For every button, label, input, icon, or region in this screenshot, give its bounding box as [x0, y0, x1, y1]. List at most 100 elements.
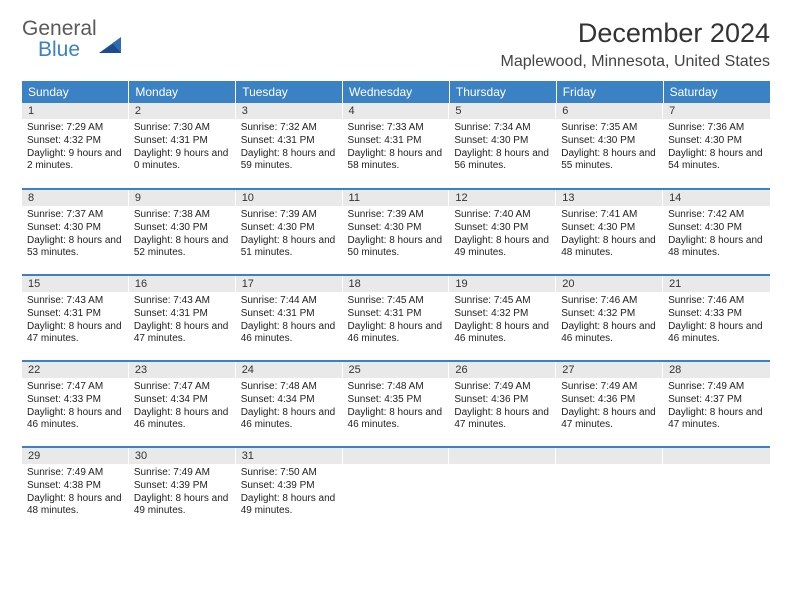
calendar-cell: 30Sunrise: 7:49 AMSunset: 4:39 PMDayligh…	[129, 447, 236, 533]
cell-body: Sunrise: 7:34 AMSunset: 4:30 PMDaylight:…	[449, 119, 556, 177]
sunset-line: Sunset: 4:31 PM	[134, 135, 231, 148]
sunset-line: Sunset: 4:30 PM	[27, 222, 124, 235]
cell-body: Sunrise: 7:45 AMSunset: 4:31 PMDaylight:…	[343, 292, 450, 350]
daylight-line: Daylight: 8 hours and 46 minutes.	[668, 321, 765, 347]
day-number	[449, 448, 556, 464]
sunrise-line: Sunrise: 7:33 AM	[348, 122, 445, 135]
sunrise-line: Sunrise: 7:41 AM	[561, 209, 658, 222]
daylight-line: Daylight: 8 hours and 46 minutes.	[348, 321, 445, 347]
calendar-cell: 5Sunrise: 7:34 AMSunset: 4:30 PMDaylight…	[449, 103, 556, 189]
calendar-cell: 26Sunrise: 7:49 AMSunset: 4:36 PMDayligh…	[449, 361, 556, 447]
sunset-line: Sunset: 4:35 PM	[348, 394, 445, 407]
location-text: Maplewood, Minnesota, United States	[501, 53, 770, 71]
sunrise-line: Sunrise: 7:48 AM	[241, 381, 338, 394]
calendar-cell: 13Sunrise: 7:41 AMSunset: 4:30 PMDayligh…	[556, 189, 663, 275]
cell-body: Sunrise: 7:41 AMSunset: 4:30 PMDaylight:…	[556, 206, 663, 264]
day-number: 11	[343, 190, 450, 206]
sunset-line: Sunset: 4:32 PM	[27, 135, 124, 148]
calendar-week-row: 8Sunrise: 7:37 AMSunset: 4:30 PMDaylight…	[22, 189, 770, 275]
daylight-line: Daylight: 8 hours and 46 minutes.	[134, 407, 231, 433]
day-number: 24	[236, 362, 343, 378]
cell-body: Sunrise: 7:47 AMSunset: 4:33 PMDaylight:…	[22, 378, 129, 436]
calendar-cell: 8Sunrise: 7:37 AMSunset: 4:30 PMDaylight…	[22, 189, 129, 275]
day-number: 23	[129, 362, 236, 378]
daylight-line: Daylight: 8 hours and 51 minutes.	[241, 235, 338, 261]
day-number: 31	[236, 448, 343, 464]
calendar-cell: 4Sunrise: 7:33 AMSunset: 4:31 PMDaylight…	[343, 103, 450, 189]
day-number: 6	[556, 103, 663, 119]
calendar-cell: 10Sunrise: 7:39 AMSunset: 4:30 PMDayligh…	[236, 189, 343, 275]
day-number: 15	[22, 276, 129, 292]
day-number: 22	[22, 362, 129, 378]
sunset-line: Sunset: 4:38 PM	[27, 480, 124, 493]
brand-triangle-icon	[99, 35, 125, 60]
sunrise-line: Sunrise: 7:36 AM	[668, 122, 765, 135]
sunrise-line: Sunrise: 7:38 AM	[134, 209, 231, 222]
daylight-line: Daylight: 8 hours and 48 minutes.	[561, 235, 658, 261]
sunrise-line: Sunrise: 7:44 AM	[241, 295, 338, 308]
cell-body: Sunrise: 7:37 AMSunset: 4:30 PMDaylight:…	[22, 206, 129, 264]
daylight-line: Daylight: 8 hours and 46 minutes.	[241, 407, 338, 433]
sunrise-line: Sunrise: 7:29 AM	[27, 122, 124, 135]
sunset-line: Sunset: 4:31 PM	[241, 135, 338, 148]
calendar-page: General Blue December 2024 Maplewood, Mi…	[0, 0, 792, 612]
sunrise-line: Sunrise: 7:43 AM	[27, 295, 124, 308]
sunrise-line: Sunrise: 7:47 AM	[27, 381, 124, 394]
weekday-header: Saturday	[663, 81, 770, 103]
cell-body: Sunrise: 7:50 AMSunset: 4:39 PMDaylight:…	[236, 464, 343, 522]
cell-body: Sunrise: 7:46 AMSunset: 4:32 PMDaylight:…	[556, 292, 663, 350]
day-number: 7	[663, 103, 770, 119]
cell-body: Sunrise: 7:36 AMSunset: 4:30 PMDaylight:…	[663, 119, 770, 177]
calendar-cell: 14Sunrise: 7:42 AMSunset: 4:30 PMDayligh…	[663, 189, 770, 275]
daylight-line: Daylight: 8 hours and 46 minutes.	[348, 407, 445, 433]
calendar-cell: 21Sunrise: 7:46 AMSunset: 4:33 PMDayligh…	[663, 275, 770, 361]
calendar-cell-empty	[556, 447, 663, 533]
sunset-line: Sunset: 4:30 PM	[561, 135, 658, 148]
day-number: 17	[236, 276, 343, 292]
day-number	[663, 448, 770, 464]
calendar-cell: 9Sunrise: 7:38 AMSunset: 4:30 PMDaylight…	[129, 189, 236, 275]
daylight-line: Daylight: 8 hours and 49 minutes.	[134, 493, 231, 519]
calendar-week-row: 29Sunrise: 7:49 AMSunset: 4:38 PMDayligh…	[22, 447, 770, 533]
daylight-line: Daylight: 8 hours and 59 minutes.	[241, 148, 338, 174]
sunset-line: Sunset: 4:32 PM	[454, 308, 551, 321]
daylight-line: Daylight: 8 hours and 46 minutes.	[241, 321, 338, 347]
calendar-week-row: 22Sunrise: 7:47 AMSunset: 4:33 PMDayligh…	[22, 361, 770, 447]
sunset-line: Sunset: 4:33 PM	[668, 308, 765, 321]
calendar-cell-empty	[663, 447, 770, 533]
calendar-cell-empty	[449, 447, 556, 533]
weekday-header: Thursday	[449, 81, 556, 103]
daylight-line: Daylight: 8 hours and 52 minutes.	[134, 235, 231, 261]
day-number: 27	[556, 362, 663, 378]
sunrise-line: Sunrise: 7:50 AM	[241, 467, 338, 480]
cell-body: Sunrise: 7:30 AMSunset: 4:31 PMDaylight:…	[129, 119, 236, 177]
weekday-header: Tuesday	[236, 81, 343, 103]
sunset-line: Sunset: 4:30 PM	[454, 135, 551, 148]
cell-body: Sunrise: 7:35 AMSunset: 4:30 PMDaylight:…	[556, 119, 663, 177]
daylight-line: Daylight: 8 hours and 48 minutes.	[27, 493, 124, 519]
cell-body: Sunrise: 7:47 AMSunset: 4:34 PMDaylight:…	[129, 378, 236, 436]
sunrise-line: Sunrise: 7:49 AM	[668, 381, 765, 394]
weekday-header: Monday	[129, 81, 236, 103]
day-number: 13	[556, 190, 663, 206]
sunset-line: Sunset: 4:39 PM	[134, 480, 231, 493]
daylight-line: Daylight: 8 hours and 46 minutes.	[27, 407, 124, 433]
cell-body: Sunrise: 7:49 AMSunset: 4:36 PMDaylight:…	[449, 378, 556, 436]
sunrise-line: Sunrise: 7:45 AM	[348, 295, 445, 308]
calendar-cell: 15Sunrise: 7:43 AMSunset: 4:31 PMDayligh…	[22, 275, 129, 361]
calendar-cell: 22Sunrise: 7:47 AMSunset: 4:33 PMDayligh…	[22, 361, 129, 447]
sunrise-line: Sunrise: 7:30 AM	[134, 122, 231, 135]
day-number: 2	[129, 103, 236, 119]
sunrise-line: Sunrise: 7:40 AM	[454, 209, 551, 222]
sunrise-line: Sunrise: 7:37 AM	[27, 209, 124, 222]
day-number: 5	[449, 103, 556, 119]
day-number: 16	[129, 276, 236, 292]
day-number: 9	[129, 190, 236, 206]
calendar-cell: 29Sunrise: 7:49 AMSunset: 4:38 PMDayligh…	[22, 447, 129, 533]
sunset-line: Sunset: 4:39 PM	[241, 480, 338, 493]
cell-body: Sunrise: 7:49 AMSunset: 4:37 PMDaylight:…	[663, 378, 770, 436]
day-number: 3	[236, 103, 343, 119]
sunset-line: Sunset: 4:31 PM	[134, 308, 231, 321]
calendar-header-row: SundayMondayTuesdayWednesdayThursdayFrid…	[22, 81, 770, 103]
sunrise-line: Sunrise: 7:39 AM	[241, 209, 338, 222]
